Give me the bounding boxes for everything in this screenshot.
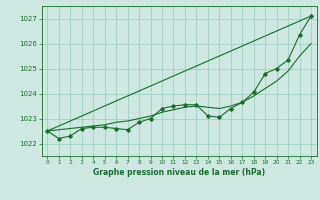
X-axis label: Graphe pression niveau de la mer (hPa): Graphe pression niveau de la mer (hPa) bbox=[93, 168, 265, 177]
